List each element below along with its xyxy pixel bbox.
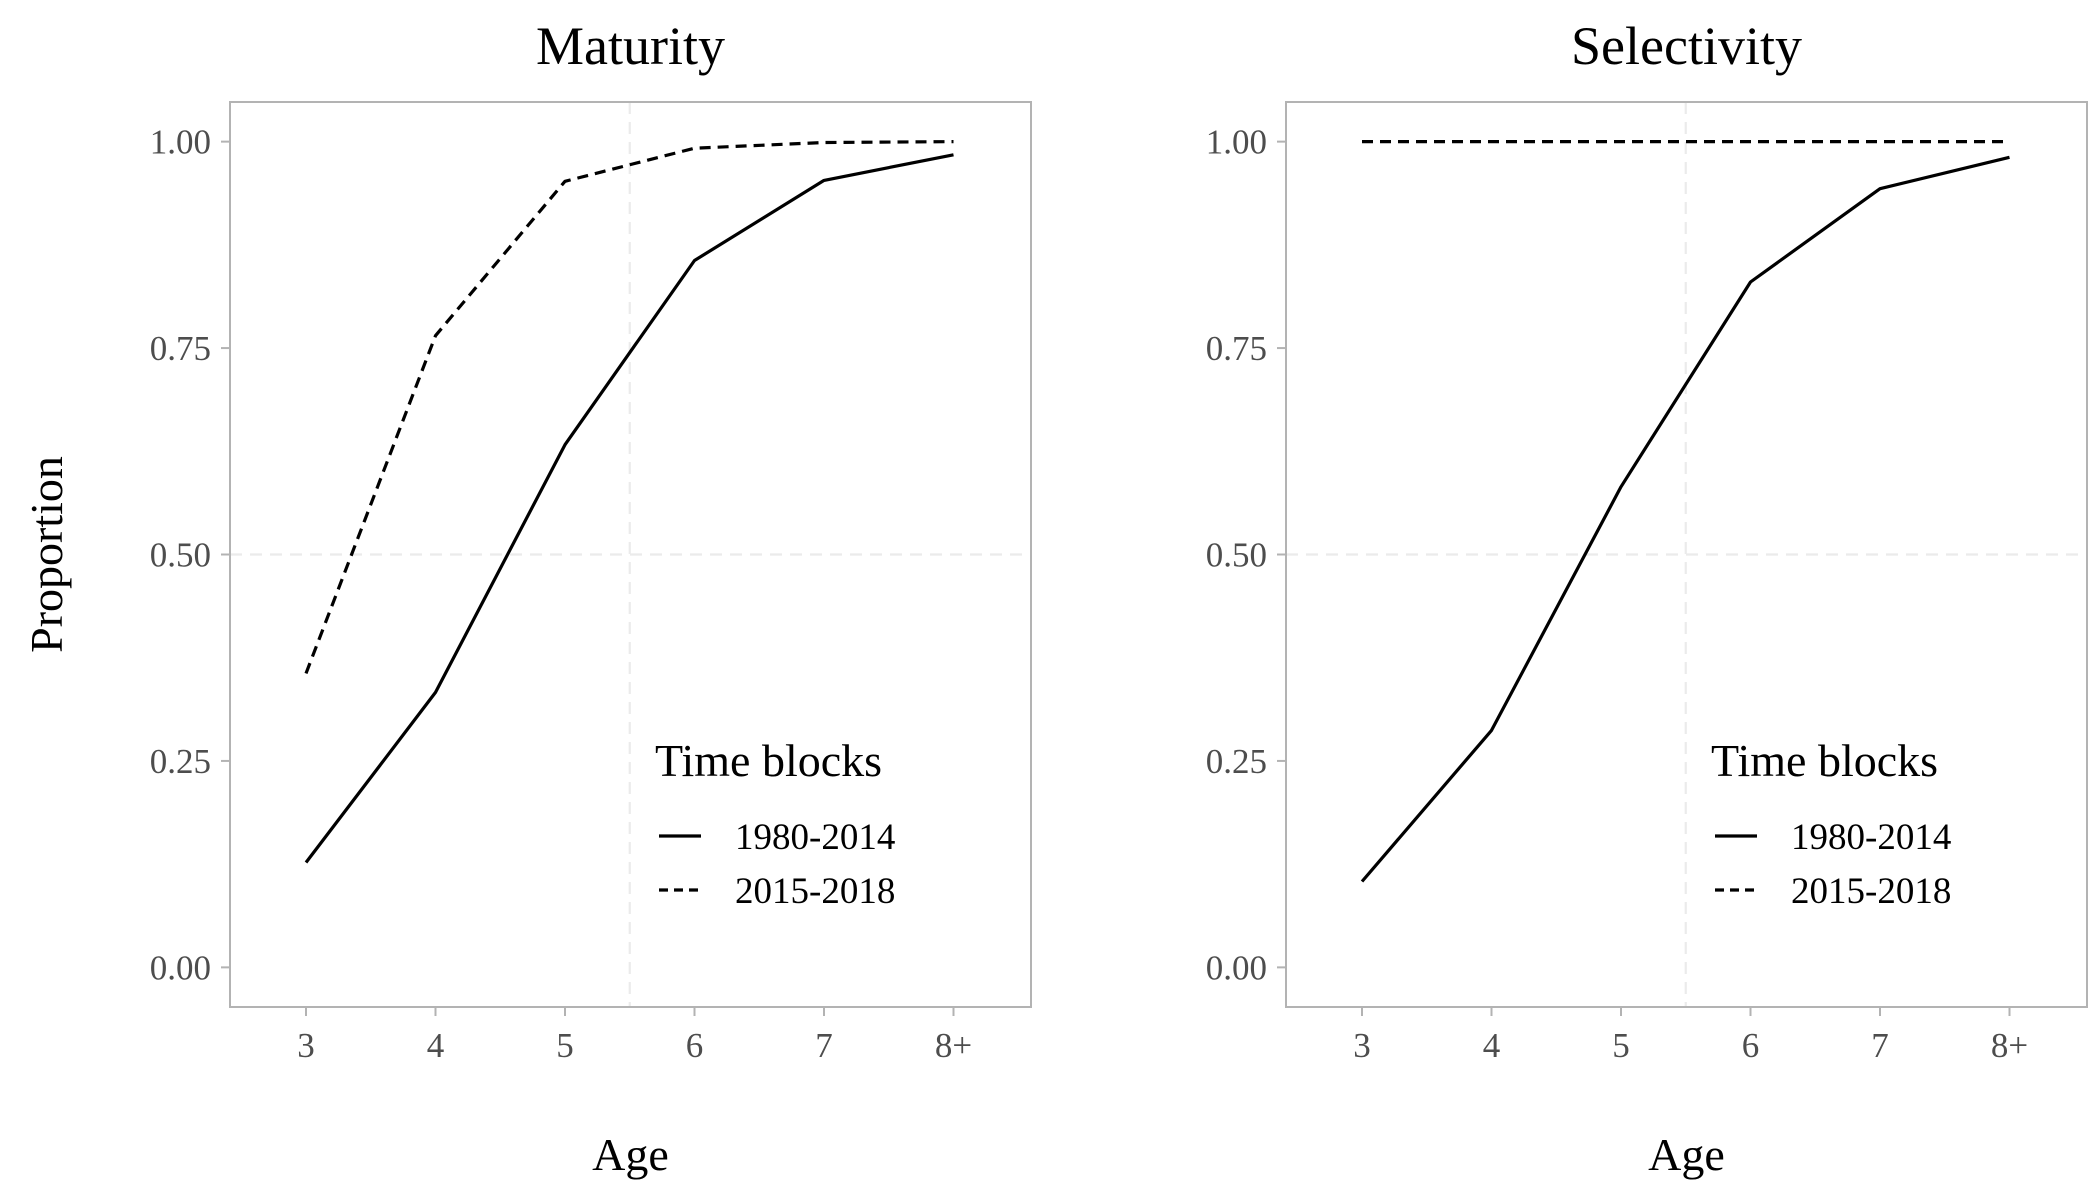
legend-title: Time blocks <box>1711 735 1938 786</box>
x-tick-label: 4 <box>427 1026 445 1065</box>
x-axis-title: Age <box>592 1129 669 1180</box>
series-line-1980-2014 <box>304 153 954 864</box>
panel-title: Selectivity <box>1571 16 1802 76</box>
x-tick-label: 8+ <box>935 1026 972 1065</box>
x-tick-label: 3 <box>1353 1026 1371 1065</box>
series-line-2015-2018 <box>304 140 954 674</box>
x-tick-label: 8+ <box>1991 1026 2028 1065</box>
y-tick-label: 0.25 <box>1206 742 1267 781</box>
x-tick-label: 5 <box>1612 1026 1630 1065</box>
x-tick-label: 6 <box>1742 1026 1760 1065</box>
panel-1: 0.00 0.25 0.50 0.75 1.00 3 4 5 6 7 8+ Maturity Age Pr… <box>21 16 1032 1180</box>
legend-label: 1980-2014 <box>735 817 895 858</box>
legend-label: 1980-2014 <box>1791 817 1951 858</box>
y-tick-label: 0.50 <box>150 536 211 575</box>
series-line-1980-2014 <box>1360 155 2010 883</box>
x-tick-label: 5 <box>556 1026 574 1065</box>
panel-title: Maturity <box>536 16 725 76</box>
y-tick-label: 0.75 <box>1206 329 1267 368</box>
panel-2: 0.00 0.25 0.50 0.75 1.00 3 4 5 6 7 8+ Selectivity Ag… <box>1206 16 2088 1180</box>
y-tick-label: 1.00 <box>1206 123 1267 162</box>
legend-title: Time blocks <box>655 735 882 786</box>
x-axis-title: Age <box>1648 1129 1725 1180</box>
y-tick-label: 1.00 <box>150 123 211 162</box>
x-tick-label: 3 <box>297 1026 315 1065</box>
legend-label: 2015-2018 <box>735 871 895 912</box>
x-tick-label: 4 <box>1483 1026 1501 1065</box>
legend-label: 2015-2018 <box>1791 871 1951 912</box>
y-tick-label: 0.00 <box>1206 948 1267 987</box>
y-tick-label: 0.00 <box>150 948 211 987</box>
y-tick-label: 0.75 <box>150 329 211 368</box>
x-tick-label: 7 <box>815 1026 833 1065</box>
x-tick-label: 6 <box>686 1026 704 1065</box>
legend: Time blocks 1980-2014 2015-2018 <box>655 735 895 912</box>
y-axis-title: Proportion <box>21 456 72 653</box>
x-tick-label: 7 <box>1871 1026 1889 1065</box>
y-tick-label: 0.25 <box>150 742 211 781</box>
legend: Time blocks 1980-2014 2015-2018 <box>1711 735 1951 912</box>
y-tick-label: 0.50 <box>1206 536 1267 575</box>
